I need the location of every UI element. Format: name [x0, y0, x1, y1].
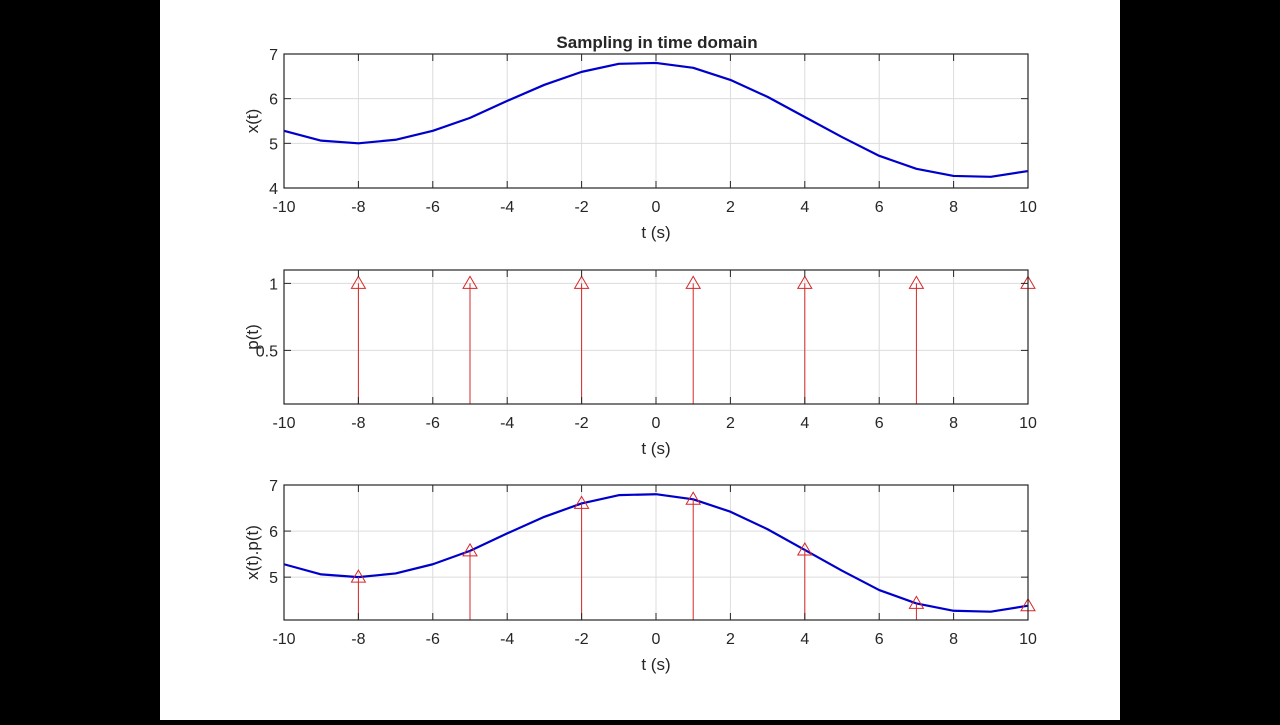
x-tick-label: 6	[875, 199, 884, 216]
x-axis-label: t (s)	[641, 439, 670, 458]
y-axis-label: p(t)	[243, 324, 262, 350]
subplot-impulse-train: -10 -8 -6 -4 -2 0 2 4 6 8 10 0.5 1 t (s) p(t)	[243, 269, 1037, 458]
x-tick-label: -8	[351, 199, 365, 216]
figure-title: Sampling in time domain	[556, 33, 757, 52]
signal-line	[283, 493, 1029, 613]
triangle-marker-icon	[796, 275, 813, 289]
x-tick-label: -2	[574, 415, 588, 432]
x-tick-label: -8	[351, 631, 365, 648]
triangle-marker-icon	[908, 595, 925, 609]
x-axis-label: t (s)	[641, 223, 670, 242]
triangle-marker-icon	[685, 491, 702, 505]
y-tick-label: 4	[269, 181, 278, 198]
x-tick-label: -2	[574, 199, 588, 216]
x-tick-label: -2	[574, 631, 588, 648]
y-tick-label: 6	[269, 92, 278, 109]
x-axis-label: t (s)	[641, 655, 670, 674]
x-tick-label: 6	[875, 631, 884, 648]
x-tick-label: 2	[726, 199, 735, 216]
x-tick-label: -6	[426, 199, 440, 216]
x-tick-label: 4	[800, 199, 809, 216]
x-tick-label: -10	[272, 631, 295, 648]
x-tick-label: 0	[652, 199, 661, 216]
triangle-marker-icon	[908, 275, 925, 289]
x-tick-label: 4	[800, 631, 809, 648]
y-axis-label: x(t).p(t)	[243, 525, 262, 580]
x-tick-label: -4	[500, 199, 514, 216]
y-tick-label: 6	[269, 524, 278, 541]
x-tick-label: -4	[500, 631, 514, 648]
figure-canvas: Sampling in time domain -10 -8 -6 -4 -2 0 2 4 6 8…	[160, 0, 1120, 720]
x-tick-label: 8	[949, 199, 958, 216]
y-tick-label: 7	[269, 478, 278, 495]
triangle-marker-icon	[685, 275, 702, 289]
triangle-marker-icon	[573, 495, 590, 509]
x-tick-label: -10	[272, 415, 295, 432]
x-tick-label: 10	[1019, 415, 1037, 432]
x-tick-label: 0	[652, 631, 661, 648]
triangle-marker-icon	[462, 275, 478, 289]
x-tick-label: 6	[875, 415, 884, 432]
x-tick-label: 10	[1019, 631, 1037, 648]
triangle-marker-icon	[350, 275, 367, 289]
y-tick-label: 5	[269, 136, 278, 153]
figure-svg: Sampling in time domain -10 -8 -6 -4 -2 0 2 4 6 8…	[243, 33, 1037, 674]
y-axis-label: x(t)	[243, 109, 262, 134]
x-tick-label: -8	[351, 415, 365, 432]
triangle-marker-icon	[573, 275, 590, 289]
x-tick-label: 0	[652, 415, 661, 432]
y-tick-label: 1	[269, 276, 278, 293]
x-tick-label: -4	[500, 415, 514, 432]
subplot-sampled-signal: -10 -8 -6 -4 -2 0 2 4 6 8 10 5 6 7 t (s) x(t).p(t)	[243, 478, 1037, 674]
x-tick-label: 10	[1019, 199, 1037, 216]
x-tick-label: 2	[726, 415, 735, 432]
x-tick-label: 2	[726, 631, 735, 648]
x-tick-label: -6	[426, 415, 440, 432]
signal-line	[283, 61, 1029, 178]
y-tick-label: 0.5	[256, 343, 278, 360]
x-tick-label: -10	[272, 199, 295, 216]
x-tick-label: -6	[426, 631, 440, 648]
y-tick-label: 7	[269, 47, 278, 64]
triangle-marker-icon	[462, 542, 478, 557]
triangle-marker-icon	[350, 569, 367, 583]
subplot-signal: -10 -8 -6 -4 -2 0 2 4 6 8 10 4 5 6 7 t (s) x(t)	[243, 47, 1037, 242]
x-tick-label: 4	[800, 415, 809, 432]
triangle-marker-icon	[796, 541, 813, 556]
y-tick-label: 5	[269, 570, 278, 587]
x-tick-label: 8	[949, 415, 958, 432]
x-tick-label: 8	[949, 631, 958, 648]
